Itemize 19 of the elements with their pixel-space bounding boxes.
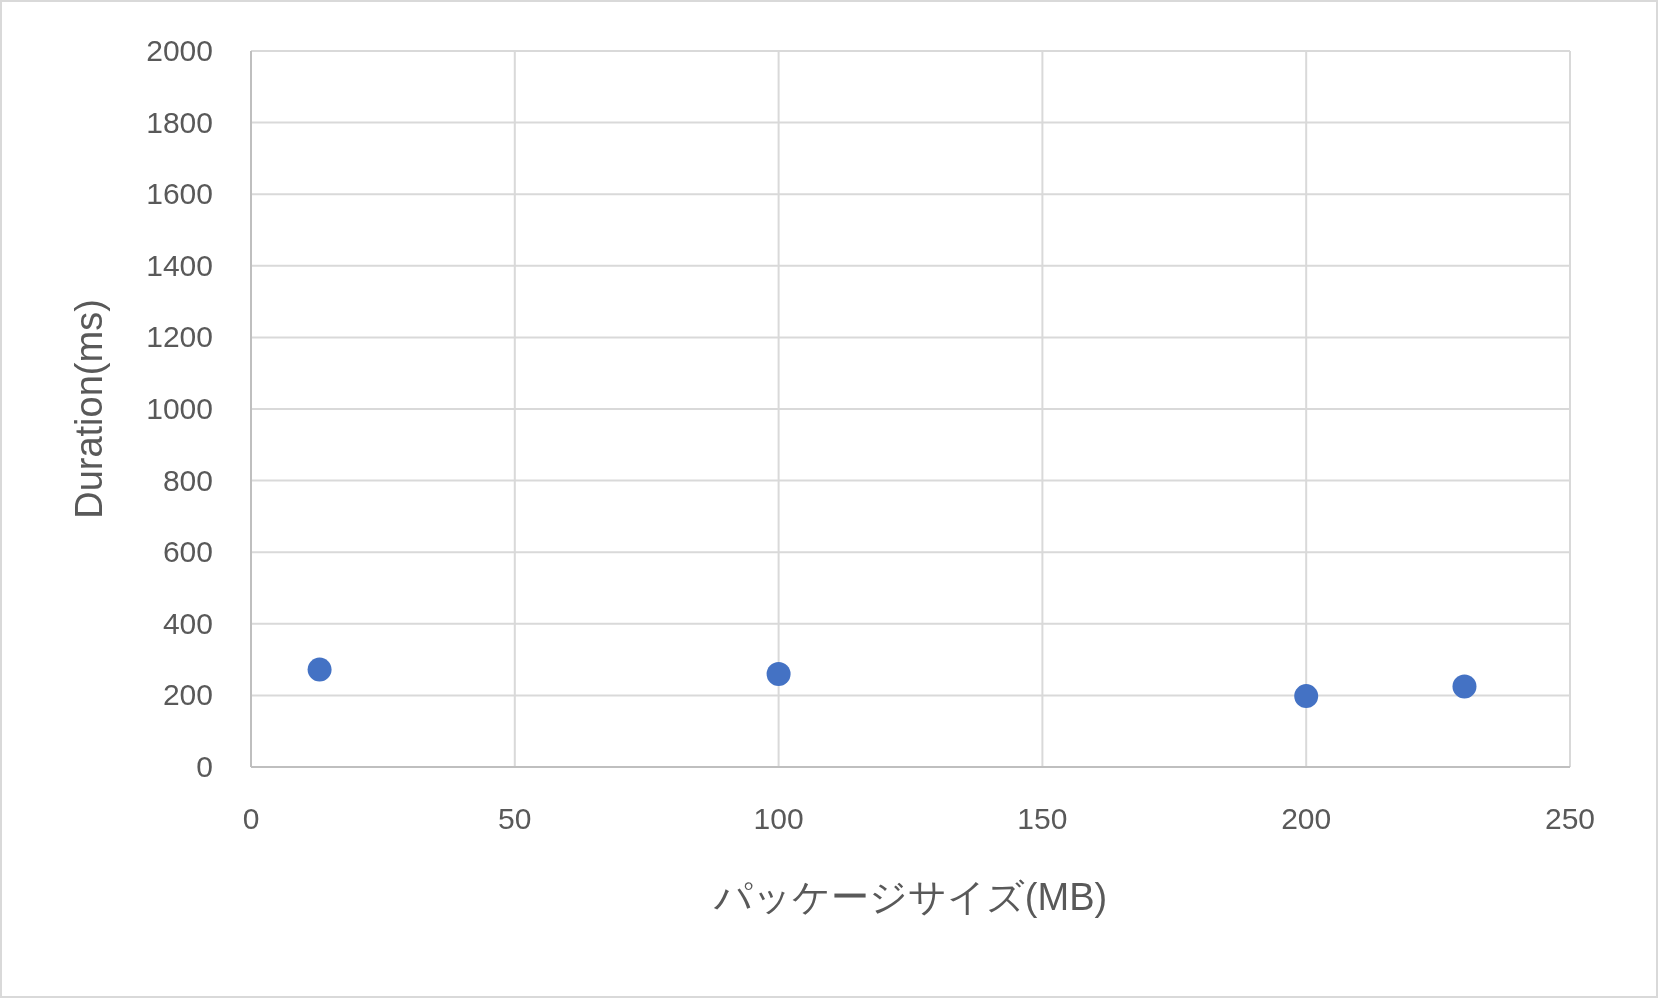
y-tick-label: 1200 [146, 320, 213, 354]
x-tick-label: 100 [753, 802, 804, 835]
y-tick-label: 0 [196, 750, 213, 783]
x-tick-label: 250 [1544, 802, 1596, 835]
x-tick-label: 150 [1017, 802, 1068, 835]
x-tick-label: 200 [1281, 802, 1332, 835]
y-tick-label: 600 [162, 535, 213, 569]
y-tick-label: 1600 [146, 177, 213, 211]
x-tick-label: 50 [498, 802, 532, 835]
y-tick-label: 800 [162, 463, 213, 497]
y-axis-title: Duration(ms) [68, 299, 110, 519]
x-axis-title: パッケージサイズ(MB) [712, 876, 1108, 918]
y-tick-label: 1000 [146, 392, 213, 425]
x-tick-label: 0 [242, 802, 260, 835]
y-tick-label: 1800 [146, 105, 213, 139]
y-tick-label: 2000 [146, 34, 213, 67]
y-tick-label: 400 [162, 606, 213, 640]
y-tick-label: 200 [162, 678, 213, 712]
y-tick-label: 1400 [146, 248, 213, 282]
